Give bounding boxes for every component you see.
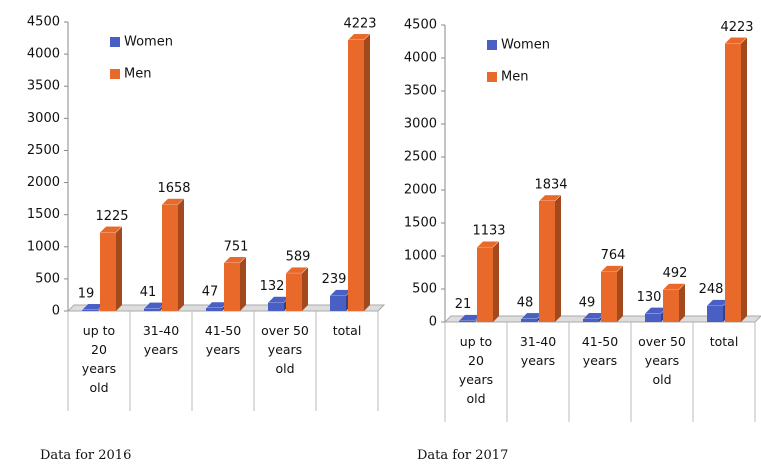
- bar: [663, 289, 679, 322]
- bar-side: [302, 267, 308, 311]
- value-label: 1225: [95, 209, 128, 224]
- bar-side: [679, 283, 685, 322]
- legend-label: Men: [501, 70, 528, 85]
- y-tick-label: 4000: [404, 51, 437, 66]
- y-tick-label: 4500: [404, 18, 437, 33]
- x-tick-label: total: [332, 323, 362, 338]
- x-tick-label: 31-40 years: [519, 334, 557, 368]
- bar: [645, 313, 661, 322]
- legend-label: Men: [124, 67, 151, 82]
- value-label: 248: [699, 282, 724, 297]
- y-tick-label: 3500: [404, 84, 437, 99]
- value-label: 492: [663, 266, 688, 281]
- legend-label: Women: [501, 38, 550, 53]
- caption: Data for 2016: [40, 448, 132, 463]
- value-label: 1133: [472, 224, 505, 239]
- bar-top: [223, 256, 247, 264]
- x-tick-label: over 50 years old: [261, 323, 309, 376]
- y-tick-label: 3500: [27, 79, 60, 94]
- bar: [725, 43, 741, 322]
- y-tick-label: 500: [35, 271, 60, 286]
- legend-swatch: [110, 37, 120, 47]
- value-label: 239: [322, 272, 347, 287]
- bar: [82, 309, 98, 311]
- value-label: 49: [579, 295, 596, 310]
- bar: [583, 318, 599, 322]
- value-label: 751: [224, 239, 249, 254]
- bar: [477, 247, 493, 322]
- value-label: 589: [286, 250, 311, 265]
- x-tick-label: up to 20 years old: [458, 334, 494, 406]
- legend-swatch: [110, 69, 120, 79]
- bar: [601, 271, 617, 322]
- value-label: 132: [260, 279, 285, 294]
- y-tick-label: 2000: [27, 175, 60, 190]
- value-label: 19: [78, 286, 95, 301]
- value-label: 130: [637, 290, 662, 305]
- y-tick-label: 3000: [404, 117, 437, 132]
- bar-top: [285, 266, 309, 274]
- bar: [539, 200, 555, 322]
- y-tick-label: 1500: [27, 207, 60, 222]
- x-tick-label: over 50 years old: [638, 334, 686, 387]
- y-tick-label: 0: [52, 304, 60, 319]
- bar: [707, 305, 723, 322]
- x-tick-label: total: [709, 334, 739, 349]
- value-label: 4223: [720, 20, 753, 35]
- y-tick-label: 1000: [404, 249, 437, 264]
- value-label: 1658: [157, 181, 190, 196]
- bar-side: [240, 256, 246, 311]
- value-label: 47: [202, 284, 219, 299]
- value-label: 21: [455, 297, 472, 312]
- bar: [330, 295, 346, 311]
- y-tick-label: 1000: [27, 239, 60, 254]
- value-label: 764: [601, 248, 626, 263]
- y-tick-label: 2500: [404, 150, 437, 165]
- bar-side: [178, 198, 184, 311]
- bar: [286, 273, 302, 311]
- y-tick-label: 3000: [27, 111, 60, 126]
- bar-side: [741, 37, 747, 322]
- legend-swatch: [487, 40, 497, 50]
- bar: [521, 318, 537, 322]
- x-tick-label: 41-50 years: [204, 323, 242, 357]
- bar-side: [493, 241, 499, 322]
- bar: [100, 232, 116, 311]
- bar: [206, 307, 222, 311]
- bar: [268, 302, 284, 311]
- x-tick-label: up to 20 years old: [81, 323, 117, 395]
- caption: Data for 2017: [417, 448, 509, 463]
- bar-side: [555, 194, 561, 322]
- bar: [144, 308, 160, 311]
- bar: [162, 204, 178, 311]
- value-label: 4223: [343, 16, 376, 31]
- bar: [459, 320, 475, 322]
- y-tick-label: 2000: [404, 183, 437, 198]
- y-tick-label: 2500: [27, 143, 60, 158]
- y-tick-label: 4000: [27, 47, 60, 62]
- legend-label: Women: [124, 35, 173, 50]
- value-label: 48: [517, 295, 534, 310]
- y-tick-label: 4500: [27, 15, 60, 30]
- y-tick-label: 1500: [404, 216, 437, 231]
- bar-side: [116, 226, 122, 311]
- legend-swatch: [487, 72, 497, 82]
- bar: [348, 39, 364, 312]
- bar-side: [364, 33, 370, 312]
- y-tick-label: 0: [429, 315, 437, 330]
- value-label: 1834: [534, 177, 567, 192]
- bar: [224, 262, 240, 311]
- x-tick-label: 31-40 years: [142, 323, 180, 357]
- bar-side: [617, 265, 623, 322]
- y-tick-label: 500: [412, 282, 437, 297]
- value-label: 41: [140, 285, 157, 300]
- x-tick-label: 41-50 years: [581, 334, 619, 368]
